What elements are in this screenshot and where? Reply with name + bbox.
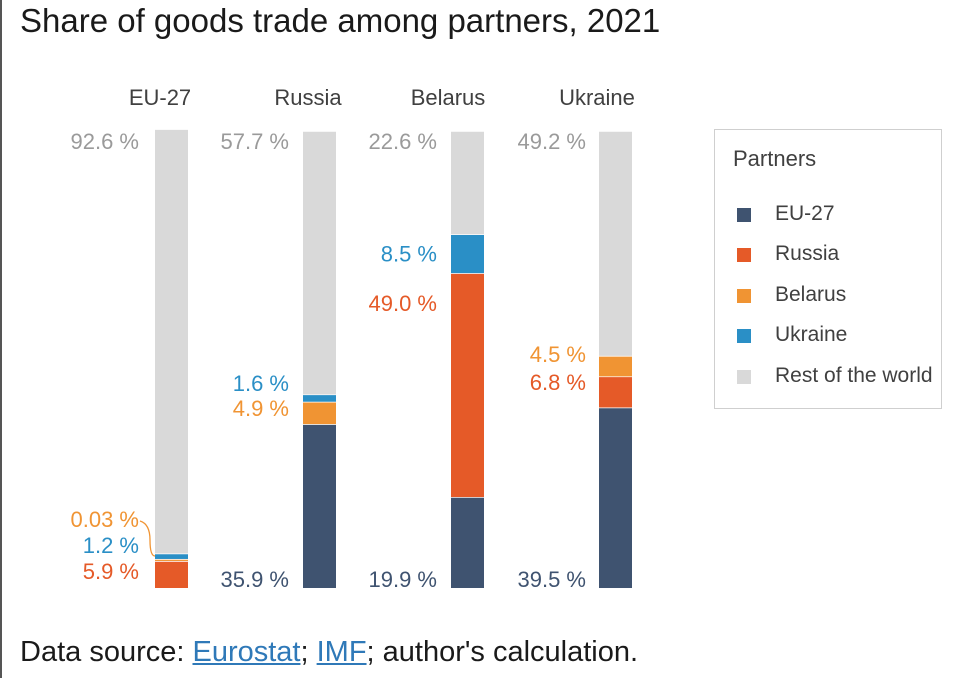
data-label-ukraine-rest-of-the-world: 49.2 % xyxy=(518,129,587,154)
bar-belarus-ukraine xyxy=(451,234,484,274)
imf-link[interactable]: IMF xyxy=(316,636,367,668)
bar-russia-rest-of-the-world xyxy=(303,131,336,395)
bar-eu-27-ukraine xyxy=(155,553,188,559)
legend-label-rest-of-world: Rest of the world xyxy=(775,364,933,387)
data-label-ukraine-russia: 6.8 % xyxy=(530,370,586,395)
legend-swatch-belarus xyxy=(737,289,751,303)
bar-russia-ukraine xyxy=(303,394,336,402)
left-border xyxy=(0,0,2,678)
data-label-eu-27-ukraine: 1.2 % xyxy=(83,533,139,558)
legend-label-belarus: Belarus xyxy=(775,283,847,306)
legend-swatch-ukraine xyxy=(737,329,751,343)
source-separator: ; xyxy=(300,636,317,668)
data-label-eu-27-rest-of-the-world: 92.6 % xyxy=(71,129,140,154)
chart-title: Share of goods trade among partners, 202… xyxy=(20,2,661,39)
bar-ukraine-russia xyxy=(599,376,632,408)
bar-eu-27-rest-of-the-world xyxy=(155,129,188,554)
data-label-eu-27-russia: 5.9 % xyxy=(83,559,139,584)
bar-eu-27-belarus xyxy=(155,558,188,561)
source-suffix: ; author's calculation. xyxy=(366,636,639,668)
bar-belarus-russia xyxy=(451,273,484,498)
eurostat-link[interactable]: Eurostat xyxy=(192,636,301,668)
legend-swatch-rest-of-world xyxy=(737,370,751,384)
bar-russia-eu-27 xyxy=(303,424,336,588)
bar-ukraine-belarus xyxy=(599,355,632,377)
category-label-ukraine: Ukraine xyxy=(559,85,635,110)
stacked-bar-chart: EU-27 5.9 % 0.03 %1.2 % 92.6 % Russia 35.9 % 4… xyxy=(71,85,635,592)
data-label-belarus-russia: 49.0 % xyxy=(369,291,438,316)
data-label-russia-ukraine: 1.6 % xyxy=(233,371,289,396)
leader-line-eu27-belarus xyxy=(139,520,156,557)
data-label-eu-27-belarus: 0.03 % xyxy=(71,507,140,532)
bar-ukraine-rest-of-the-world xyxy=(599,131,632,356)
category-label-belarus: Belarus xyxy=(411,85,486,110)
data-label-russia-rest-of-the-world: 57.7 % xyxy=(221,129,290,154)
bar-belarus-eu-27 xyxy=(451,497,484,588)
bar-belarus-rest-of-the-world xyxy=(451,131,484,235)
legend-label-russia: Russia xyxy=(775,242,840,265)
legend-label-ukraine: Ukraine xyxy=(775,323,848,346)
legend-swatch-russia xyxy=(737,248,751,262)
legend-title: Partners xyxy=(733,146,817,171)
legend-swatch-eu27 xyxy=(737,208,751,222)
legend-label-eu27: EU-27 xyxy=(775,202,835,225)
data-source-line: Data source: Eurostat; IMF; author's cal… xyxy=(20,636,638,669)
legend: Partners EU-27 Russia Belarus Ukraine Re… xyxy=(714,129,942,409)
data-label-belarus-ukraine: 8.5 % xyxy=(381,242,437,267)
source-prefix: Data source: xyxy=(20,636,193,668)
bar-russia-belarus xyxy=(303,401,336,425)
data-label-belarus-eu-27: 19.9 % xyxy=(369,567,438,592)
category-label-russia: Russia xyxy=(274,85,342,110)
data-label-ukraine-belarus: 4.5 % xyxy=(530,342,586,367)
data-label-russia-belarus: 4.9 % xyxy=(233,396,289,421)
bar-eu-27-russia xyxy=(155,560,188,588)
bar-ukraine-eu-27 xyxy=(599,407,632,589)
data-label-ukraine-eu-27: 39.5 % xyxy=(518,567,587,592)
category-label-eu-27: EU-27 xyxy=(129,85,191,110)
data-label-belarus-rest-of-the-world: 22.6 % xyxy=(369,129,438,154)
data-label-russia-eu-27: 35.9 % xyxy=(221,567,290,592)
